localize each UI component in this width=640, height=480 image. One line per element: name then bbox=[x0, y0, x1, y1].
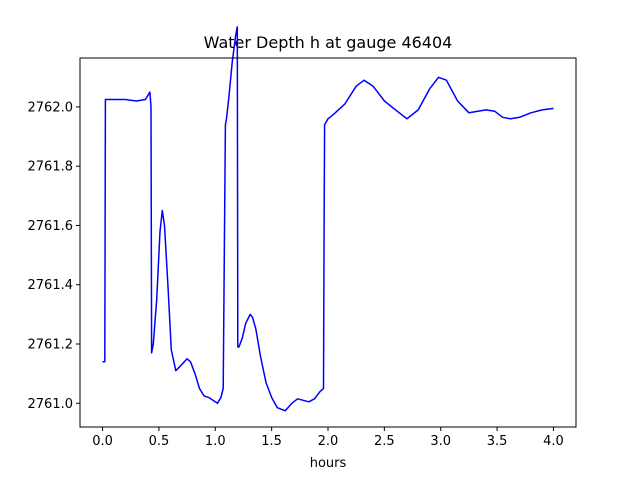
plot-layer: 0.0 0.5 1.0 1.5 2.0 2.5 3.0 3.5 4.0 2761.0 2761.2 2… bbox=[28, 26, 577, 449]
x-tick-label: 2.5 bbox=[374, 434, 395, 449]
y-tick-label: 2762.0 bbox=[28, 100, 74, 115]
x-tick-label: 3.0 bbox=[430, 434, 451, 449]
y-tick-label: 2761.0 bbox=[28, 397, 74, 412]
x-tick-label: 4.0 bbox=[543, 434, 564, 449]
x-tick-label: 0.0 bbox=[92, 434, 113, 449]
x-tick-label: 1.5 bbox=[261, 434, 282, 449]
chart-title: Water Depth h at gauge 46404 bbox=[204, 33, 453, 52]
x-tick-label: 2.0 bbox=[318, 434, 339, 449]
y-tick-label: 2761.8 bbox=[28, 160, 74, 175]
x-tick-label: 0.5 bbox=[149, 434, 170, 449]
y-tick-label: 2761.2 bbox=[28, 338, 74, 353]
x-tick-label: 1.0 bbox=[205, 434, 226, 449]
x-tick-label: 3.5 bbox=[487, 434, 508, 449]
y-tick-label: 2761.6 bbox=[28, 219, 74, 234]
x-axis-label: hours bbox=[310, 456, 347, 471]
series-line-0 bbox=[102, 26, 554, 412]
y-tick-label: 2761.4 bbox=[28, 278, 74, 293]
